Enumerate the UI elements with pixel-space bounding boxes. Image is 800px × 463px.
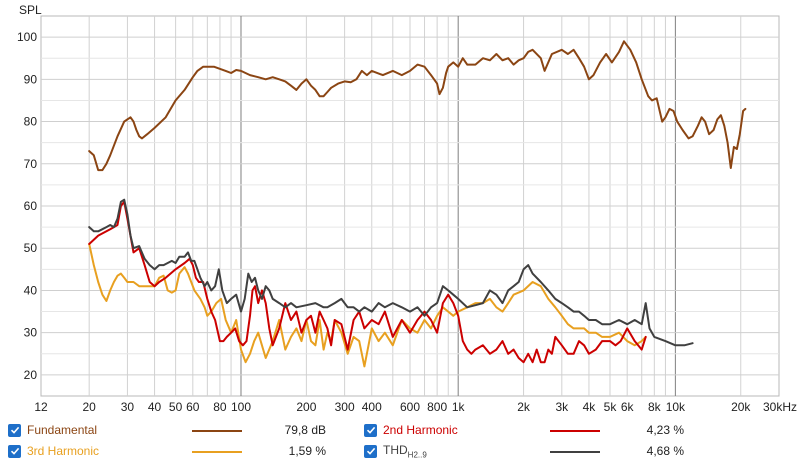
x-tick-label: 80: [213, 400, 227, 414]
legend-value-thd: 4,68 %: [646, 444, 684, 458]
chart-grid: [40, 15, 780, 397]
series-line-2nd-harmonic: [88, 200, 647, 364]
check-icon: [366, 447, 375, 455]
legend-swatch-thd: [550, 451, 600, 453]
x-tick-label: 5k: [604, 400, 618, 414]
legend-value-fundamental: 79,8 dB: [284, 423, 326, 437]
x-tick-label: 8k: [648, 400, 662, 414]
y-tick-label: 30: [24, 326, 38, 340]
x-tick-label: 400: [362, 400, 382, 414]
x-axis-tick-labels: 12 20 30 40 50 60 80 100 200 300 400 600 800 1k 2k 3k 4k…: [34, 400, 797, 414]
x-tick-label: 30kHz: [763, 400, 797, 414]
thd-label-sub: H2..9: [407, 450, 427, 460]
x-tick-label: 4k: [583, 400, 597, 414]
x-tick-label: 800: [427, 400, 447, 414]
series-line-3rd-harmonic: [88, 243, 647, 368]
y-axis-label: SPL: [19, 3, 42, 17]
check-icon: [366, 426, 375, 434]
series-line-thd-h2-9: [88, 198, 694, 347]
legend-swatch-fundamental: [192, 430, 242, 432]
legend-label-thd: THDH2..9: [383, 443, 427, 459]
x-tick-label: 200: [296, 400, 316, 414]
y-tick-label: 100: [17, 30, 37, 44]
x-tick-label: 6k: [621, 400, 635, 414]
x-tick-label: 60: [186, 400, 200, 414]
spl-chart: 12 20 30 40 50 60 80 100 200 300 400 600 800 1k 2k 3k 4k…: [17, 3, 797, 414]
x-tick-label: 300: [335, 400, 355, 414]
3rd-harmonic-checkbox[interactable]: [8, 444, 21, 458]
legend-item-3rd-harmonic[interactable]: 3rd Harmonic: [8, 441, 99, 461]
legend-value-2nd-harmonic: 4,23 %: [646, 423, 684, 437]
thd-checkbox[interactable]: [364, 444, 377, 458]
legend-item-thd[interactable]: THDH2..9: [364, 441, 427, 461]
x-tick-label: 1k: [452, 400, 466, 414]
y-tick-label: 60: [24, 199, 38, 213]
legend-swatch-2nd-harmonic: [550, 430, 600, 432]
check-icon: [10, 447, 19, 455]
x-tick-label: 40: [148, 400, 162, 414]
x-tick-label: 20: [83, 400, 97, 414]
x-tick-label: 50: [169, 400, 183, 414]
legend-label-fundamental: Fundamental: [27, 423, 98, 437]
legend-label-2nd-harmonic: 2nd Harmonic: [383, 423, 458, 437]
y-tick-label: 80: [24, 115, 38, 129]
legend-item-fundamental[interactable]: Fundamental: [8, 420, 97, 440]
thd-label-main: THD: [383, 442, 408, 457]
y-tick-label: 70: [24, 157, 38, 171]
x-tick-label: 100: [231, 400, 251, 414]
y-tick-label: 90: [24, 72, 38, 86]
x-tick-label: 3k: [555, 400, 569, 414]
legend-swatch-3rd-harmonic: [192, 451, 242, 453]
legend-value-3rd-harmonic: 1,59 %: [288, 444, 326, 458]
y-tick-label: 40: [24, 283, 38, 297]
chart-series: [88, 40, 747, 368]
legend-label-3rd-harmonic: 3rd Harmonic: [27, 444, 100, 458]
y-axis-tick-labels: 20 30 40 50 60 70 80 90 100: [17, 30, 37, 382]
legend: Fundamental 79,8 dB 3rd Harmonic 1,59 % …: [0, 418, 800, 463]
check-icon: [10, 426, 19, 434]
y-tick-label: 20: [24, 368, 38, 382]
fundamental-checkbox[interactable]: [8, 423, 21, 437]
x-tick-label: 600: [400, 400, 420, 414]
series-line-fundamental: [88, 40, 747, 172]
legend-item-2nd-harmonic[interactable]: 2nd Harmonic: [364, 420, 458, 440]
y-tick-label: 50: [24, 241, 38, 255]
x-tick-label: 30: [121, 400, 135, 414]
x-tick-label: 10k: [666, 400, 686, 414]
2nd-harmonic-checkbox[interactable]: [364, 423, 377, 437]
x-tick-label: 20k: [731, 400, 751, 414]
x-tick-label: 2k: [517, 400, 531, 414]
x-tick-label: 12: [34, 400, 48, 414]
